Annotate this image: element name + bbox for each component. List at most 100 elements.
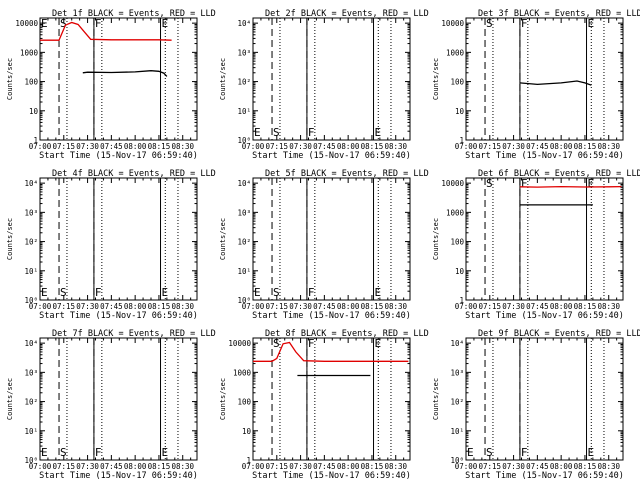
y-tick-label: 10²	[24, 398, 38, 407]
x-tick-label: 07:00	[242, 462, 265, 471]
segment-marker-label: S	[273, 337, 280, 350]
y-tick-label: 10²	[237, 78, 251, 87]
x-axis-label: Start Time (15-Nov-17 06:59:40)	[465, 311, 624, 321]
x-tick-label: 07:00	[455, 302, 478, 311]
y-tick-label: 100	[450, 238, 464, 247]
x-tick-label: 08:00	[550, 462, 573, 471]
y-tick-label: 10⁰	[450, 456, 464, 465]
plot-frame	[252, 177, 411, 301]
x-tick-label: 08:30	[597, 302, 620, 311]
x-tick-label: 07:30	[289, 142, 312, 151]
segment-marker-label: E	[41, 17, 48, 30]
panel-title: Det 7f BLACK = Events, RED = LLD	[52, 329, 216, 339]
x-tick-label: 07:00	[242, 302, 265, 311]
x-axis-label: Start Time (15-Nov-17 06:59:40)	[465, 471, 624, 480]
segment-marker-label: E	[162, 17, 169, 30]
y-tick-label: 1000	[446, 208, 465, 217]
y-tick-label: 10	[455, 107, 465, 116]
segment-marker-label: F	[308, 286, 315, 299]
x-axis-label: Start Time (15-Nov-17 06:59:40)	[252, 311, 411, 321]
y-axis-label: Counts/sec	[6, 378, 14, 420]
x-tick-label: 08:00	[124, 142, 147, 151]
x-tick-label: 08:00	[550, 142, 573, 151]
y-tick-label: 1000	[20, 48, 39, 57]
y-tick-label: 10⁰	[237, 296, 251, 305]
segment-marker-label: F	[308, 337, 315, 350]
y-tick-label: 10⁰	[24, 296, 38, 305]
panel-title: Det 2f BLACK = Events, RED = LLD	[265, 9, 429, 19]
x-tick-label: 07:45	[526, 462, 549, 471]
y-axis-label: Counts/sec	[219, 58, 227, 100]
x-tick-label: 07:45	[313, 302, 336, 311]
plot-frame	[252, 337, 411, 461]
panel-title: Det 8f BLACK = Events, RED = LLD	[265, 329, 429, 339]
x-tick-label: 07:00	[242, 142, 265, 151]
y-tick-label: 1	[246, 456, 251, 465]
panel-title: Det 1f BLACK = Events, RED = LLD	[52, 9, 216, 19]
x-tick-label: 07:15	[265, 142, 288, 151]
x-tick-label: 08:30	[384, 142, 407, 151]
x-tick-label: 08:15	[361, 142, 384, 151]
x-tick-label: 07:45	[100, 142, 123, 151]
y-tick-label: 10²	[450, 398, 464, 407]
x-tick-label: 08:00	[337, 142, 360, 151]
detector-panel: Det 7f BLACK = Events, RED = LLD 10⁰ 10¹ 10…	[6, 329, 216, 480]
segment-marker-label: E	[467, 446, 474, 459]
y-tick-label: 10¹	[24, 267, 38, 276]
y-tick-label: 10	[242, 427, 252, 436]
y-tick-label: 10⁴	[450, 339, 464, 348]
x-tick-label: 08:00	[124, 302, 147, 311]
segment-marker-label: S	[60, 286, 67, 299]
segment-marker-label: S	[60, 446, 67, 459]
detector-panel: Det 5f BLACK = Events, RED = LLD 10⁰ 10¹ 10…	[219, 169, 429, 321]
y-tick-label: 10⁴	[24, 179, 38, 188]
x-tick-label: 07:15	[478, 302, 501, 311]
detector-panel: Det 8f BLACK = Events, RED = LLD 1 10 100 10…	[219, 329, 429, 480]
x-tick-label: 08:30	[384, 302, 407, 311]
segment-marker-label: E	[254, 126, 261, 139]
x-tick-label: 08:00	[124, 462, 147, 471]
y-tick-label: 10⁴	[237, 179, 251, 188]
x-axis-label: Start Time (15-Nov-17 06:59:40)	[465, 151, 624, 161]
plot-frame	[252, 17, 411, 141]
y-axis-label: Counts/sec	[219, 218, 227, 260]
segment-marker-label: F	[521, 177, 528, 190]
x-tick-label: 08:15	[574, 302, 597, 311]
x-axis-label: Start Time (15-Nov-17 06:59:40)	[39, 311, 198, 321]
plot-frame	[39, 337, 198, 461]
plot-frame	[39, 17, 198, 141]
x-tick-label: 07:45	[313, 462, 336, 471]
lld-series-line	[519, 185, 622, 188]
detector-panel: Det 6f BLACK = Events, RED = LLD 1 10 100 10…	[432, 169, 640, 321]
x-tick-label: 08:15	[361, 462, 384, 471]
x-tick-label: 08:00	[550, 302, 573, 311]
x-tick-label: 08:15	[148, 302, 171, 311]
x-tick-label: 07:15	[52, 462, 75, 471]
x-tick-label: 07:15	[478, 462, 501, 471]
y-tick-label: 10⁴	[24, 339, 38, 348]
x-tick-label: 08:15	[148, 462, 171, 471]
segment-marker-label: E	[254, 286, 261, 299]
x-tick-label: 07:15	[265, 462, 288, 471]
detector-panel: Det 2f BLACK = Events, RED = LLD 10⁰ 10¹ 10…	[219, 9, 429, 161]
y-tick-label: 10¹	[237, 107, 251, 116]
lld-series-line	[253, 341, 409, 362]
y-axis-label: Counts/sec	[6, 218, 14, 260]
y-tick-label: 1000	[446, 48, 465, 57]
y-tick-label: 1	[459, 296, 464, 305]
plot-frame	[465, 337, 624, 461]
x-tick-label: 07:00	[29, 302, 52, 311]
y-tick-label: 10²	[24, 238, 38, 247]
x-tick-label: 08:00	[337, 462, 360, 471]
segment-marker-label: F	[95, 286, 102, 299]
y-tick-label: 100	[450, 78, 464, 87]
y-tick-label: 100	[237, 398, 251, 407]
y-tick-label: 10¹	[450, 427, 464, 436]
panel-title: Det 3f BLACK = Events, RED = LLD	[478, 9, 640, 19]
y-tick-label: 10³	[237, 208, 251, 217]
segment-marker-label: E	[375, 337, 382, 350]
y-axis-label: Counts/sec	[432, 378, 440, 420]
y-tick-label: 10000	[441, 19, 464, 28]
y-tick-label: 10²	[237, 238, 251, 247]
